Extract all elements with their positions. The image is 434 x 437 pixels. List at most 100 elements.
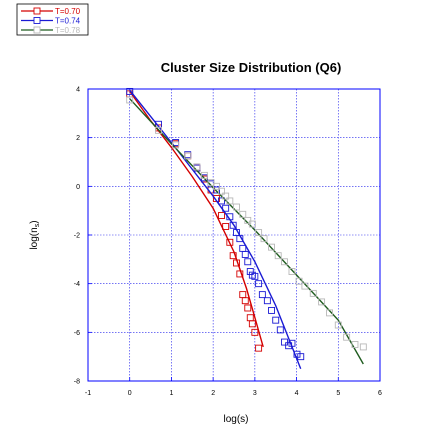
data-point <box>200 171 208 179</box>
legend-label: T=0.78 <box>55 26 81 35</box>
x-tick-label: 2 <box>211 390 215 397</box>
legend-label: T=0.70 <box>55 7 81 16</box>
data-point <box>218 212 225 219</box>
data-point <box>239 244 247 252</box>
data-point <box>251 272 259 280</box>
data-point <box>276 326 284 334</box>
data-point <box>239 210 247 218</box>
legend-marker <box>33 7 41 15</box>
data-point <box>246 268 254 275</box>
data-point <box>268 306 275 314</box>
legend: T=0.70T=0.74T=0.78 <box>16 3 89 36</box>
data-point <box>255 344 263 352</box>
series-T=0.70 <box>126 90 264 352</box>
series-T=0.78 <box>126 96 367 365</box>
y-tick-label: -6 <box>74 330 80 337</box>
data-point <box>293 350 301 358</box>
data-point <box>244 258 252 266</box>
data-point <box>297 353 305 361</box>
legend-marker <box>33 17 41 24</box>
x-tick-label: 1 <box>169 390 173 397</box>
plot-frame <box>87 88 381 382</box>
data-point <box>288 339 296 347</box>
data-point <box>255 229 263 237</box>
data-point <box>218 187 225 195</box>
data-point <box>213 186 220 194</box>
data-point <box>207 179 215 187</box>
data-point <box>260 235 268 243</box>
data-point <box>222 204 230 212</box>
data-point <box>318 298 326 306</box>
data-point <box>255 280 263 288</box>
data-point <box>248 220 256 228</box>
data-point <box>246 314 254 322</box>
legend-marker <box>33 26 41 34</box>
series-T=0.74 <box>126 87 305 370</box>
data-point <box>155 126 162 134</box>
data-point <box>268 243 275 251</box>
x-tick-label: 0 <box>128 390 132 397</box>
x-tick-label: -1 <box>85 390 91 397</box>
x-tick-label: 5 <box>336 390 340 397</box>
data-point <box>309 289 317 297</box>
ticks: -1 0 1 2 3 4 5 6 -8 -6 -4 -2 0 2 4 <box>74 87 382 398</box>
data-point <box>126 87 134 95</box>
data-point <box>258 291 266 299</box>
legend-label: T=0.74 <box>55 17 81 26</box>
data-point <box>229 221 237 229</box>
data-point <box>184 152 192 160</box>
data-point <box>226 197 234 205</box>
data-point <box>326 309 333 317</box>
data-point <box>334 321 342 329</box>
data-point <box>229 252 237 260</box>
x-tick-label: 6 <box>378 390 382 397</box>
data-point <box>226 213 234 221</box>
data-point <box>244 304 252 312</box>
data-point <box>343 333 351 341</box>
y-axis-label-sub: s <box>34 223 41 227</box>
data-point <box>222 223 230 230</box>
grid <box>88 89 380 381</box>
y-tick-label: -4 <box>74 281 80 288</box>
chart-title: Cluster Size Distribution (Q6) <box>161 60 342 75</box>
data-point <box>222 192 230 200</box>
series <box>126 87 367 370</box>
data-point <box>295 277 303 285</box>
fit-line <box>129 89 302 370</box>
data-point <box>272 316 280 324</box>
data-point <box>236 235 244 243</box>
data-point <box>126 96 134 104</box>
y-tick-label: -8 <box>74 379 80 386</box>
data-point <box>213 182 220 190</box>
data-point <box>236 270 244 278</box>
y-tick-label: 4 <box>76 87 80 94</box>
data-point <box>248 271 256 279</box>
y-tick-label: 2 <box>76 135 80 142</box>
fit-line <box>129 98 364 365</box>
data-point <box>274 252 282 260</box>
data-point <box>359 343 367 351</box>
x-tick-label: 3 <box>253 390 257 397</box>
y-axis-label-close: ) <box>29 220 40 223</box>
data-point <box>233 203 240 211</box>
data-point <box>263 297 271 305</box>
data-point <box>218 197 225 205</box>
y-axis-label-main: log(n <box>29 227 40 249</box>
data-point <box>248 320 256 328</box>
data-point <box>241 297 249 305</box>
y-tick-label: 0 <box>76 184 80 191</box>
x-tick-label: 4 <box>295 390 299 397</box>
data-point <box>172 141 180 149</box>
data-point <box>288 268 296 275</box>
y-tick-label: -2 <box>74 233 80 240</box>
y-axis-label: log(ns) <box>29 220 41 249</box>
x-axis-label: log(s) <box>223 414 248 425</box>
data-point <box>351 341 359 348</box>
data-point <box>281 258 288 266</box>
data-point <box>241 251 249 258</box>
data-point <box>226 238 234 246</box>
data-point <box>193 163 201 171</box>
data-point <box>244 216 252 224</box>
data-point <box>233 259 240 267</box>
